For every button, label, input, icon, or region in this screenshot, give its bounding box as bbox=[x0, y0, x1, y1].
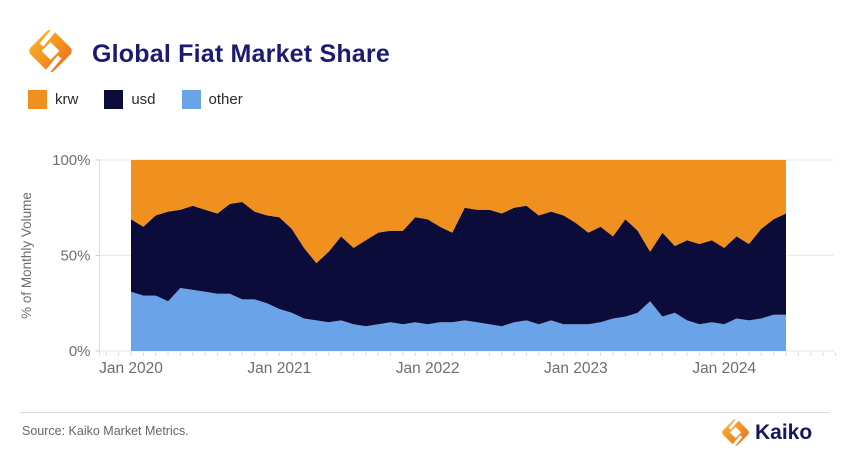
legend-item-usd[interactable]: usd bbox=[104, 90, 156, 109]
legend-item-krw[interactable]: krw bbox=[28, 90, 78, 109]
usd-swatch-icon bbox=[104, 90, 124, 109]
area-usd bbox=[131, 202, 786, 327]
x-tick-label: Jan 2020 bbox=[99, 360, 163, 377]
x-tick-label: Jan 2024 bbox=[692, 360, 756, 377]
legend-label: krw bbox=[55, 91, 79, 108]
y-axis-title: % of Monthly Volume bbox=[19, 192, 34, 319]
krw-swatch-icon bbox=[28, 90, 47, 109]
area-krw bbox=[131, 160, 786, 264]
y-tick-label: 0% bbox=[69, 343, 91, 360]
source-note: Source: Kaiko Market Metrics. bbox=[22, 424, 189, 438]
legend-label: other bbox=[208, 91, 243, 108]
y-tick-label: 50% bbox=[60, 248, 90, 265]
y-tick-label: 100% bbox=[52, 152, 90, 169]
kaiko-brand[interactable]: Kaiko bbox=[722, 419, 812, 446]
area-other bbox=[131, 288, 786, 351]
chart-legend: krw usd other bbox=[28, 90, 269, 109]
legend-label: usd bbox=[131, 91, 156, 108]
page-title: Global Fiat Market Share bbox=[92, 40, 390, 68]
x-tick-label: Jan 2021 bbox=[247, 360, 311, 377]
kaiko-logo-icon bbox=[29, 29, 72, 73]
kaiko-brand-name: Kaiko bbox=[755, 420, 813, 444]
kaiko-brand-icon bbox=[722, 419, 749, 446]
legend-item-other[interactable]: other bbox=[181, 90, 243, 109]
footer-divider bbox=[20, 412, 830, 413]
other-swatch-icon bbox=[181, 90, 201, 109]
x-tick-label: Jan 2022 bbox=[396, 360, 460, 377]
x-tick-label: Jan 2023 bbox=[544, 360, 608, 377]
fiat-share-chart: 0% 50% 100% Jan 2020 Jan 2021 Jan 2022 Jan 202… bbox=[19, 152, 836, 377]
